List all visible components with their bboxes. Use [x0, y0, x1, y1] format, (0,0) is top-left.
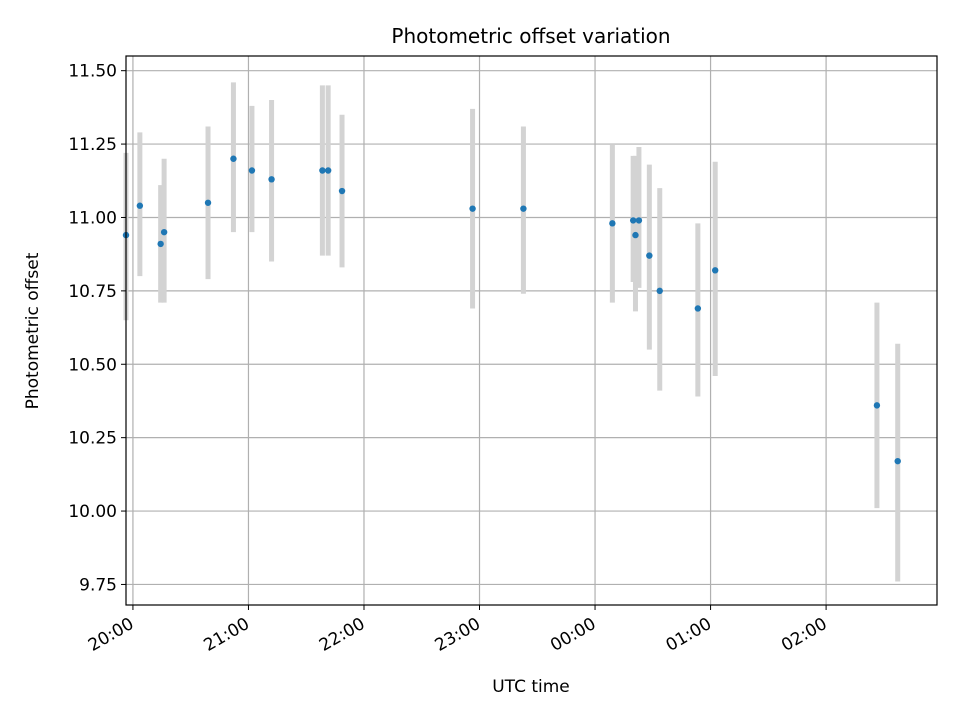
data-point: [894, 457, 901, 465]
data-point: [629, 217, 637, 224]
grid: [126, 56, 937, 605]
chart-title: Photometric offset variation: [391, 24, 670, 48]
y-tick-label: 11.50: [68, 62, 117, 82]
y-tick-label: 10.00: [68, 502, 117, 522]
data-point: [609, 220, 616, 227]
y-tick-label: 11.00: [68, 208, 117, 228]
y-tick-label: 9.75: [79, 575, 117, 595]
data-point: [136, 202, 144, 209]
x-axis-label: UTC time: [492, 677, 570, 697]
data-point: [268, 176, 275, 183]
data-point: [873, 402, 881, 409]
data-point: [157, 240, 164, 248]
data-point: [520, 205, 527, 212]
data-points: [122, 155, 901, 465]
data-point: [632, 231, 639, 239]
data-point: [694, 305, 702, 312]
y-tick-label: 10.50: [68, 355, 117, 375]
data-point: [248, 167, 256, 174]
data-point: [635, 217, 643, 224]
y-tick-label: 11.25: [68, 135, 117, 155]
data-point: [469, 205, 476, 212]
y-axis-label: Photometric offset: [23, 252, 43, 409]
data-point: [160, 228, 168, 236]
data-point: [646, 252, 653, 259]
data-point: [319, 167, 326, 174]
y-tick-label: 10.75: [68, 282, 117, 302]
data-point: [338, 187, 346, 195]
data-point: [656, 287, 663, 295]
data-point: [324, 167, 332, 174]
data-point: [711, 267, 719, 274]
plot-area-frame: [125, 55, 938, 606]
data-point: [204, 199, 212, 206]
data-point: [230, 155, 237, 162]
y-tick-label: 10.25: [68, 429, 117, 449]
y-axis-ticks: 9.75 10.00 10.25 10.50 10.75 11.00 11.25 11.50: [68, 62, 126, 595]
